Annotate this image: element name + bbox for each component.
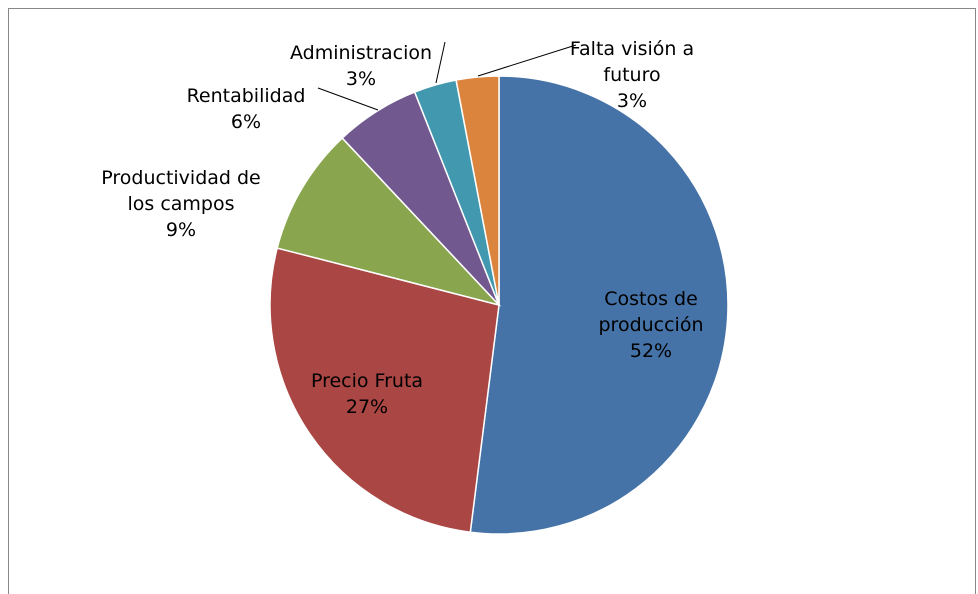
- slice-name: Costos de producción: [598, 288, 704, 336]
- slice-name: Rentabilidad: [186, 85, 306, 107]
- slice-value: 52%: [629, 340, 673, 362]
- slice-name: Productividad de los campos: [101, 167, 261, 215]
- slice-value: 27%: [345, 396, 389, 418]
- slice-name: Falta visión a futuro: [569, 38, 695, 86]
- slice-value: 3%: [345, 68, 377, 90]
- slice-name: Precio Fruta: [310, 370, 424, 392]
- slice-name: Administracion: [289, 42, 433, 64]
- pie-slice: [276, 137, 502, 307]
- leader-line: [435, 41, 446, 84]
- pie-slice: [455, 75, 500, 306]
- leader-line: [317, 87, 379, 111]
- slice-value: 9%: [165, 219, 197, 241]
- slice-value: 6%: [230, 111, 262, 133]
- pie-slice: [269, 247, 500, 534]
- slice-value: 3%: [616, 90, 648, 112]
- pie-slice: [469, 75, 729, 535]
- leader-line: [477, 44, 577, 77]
